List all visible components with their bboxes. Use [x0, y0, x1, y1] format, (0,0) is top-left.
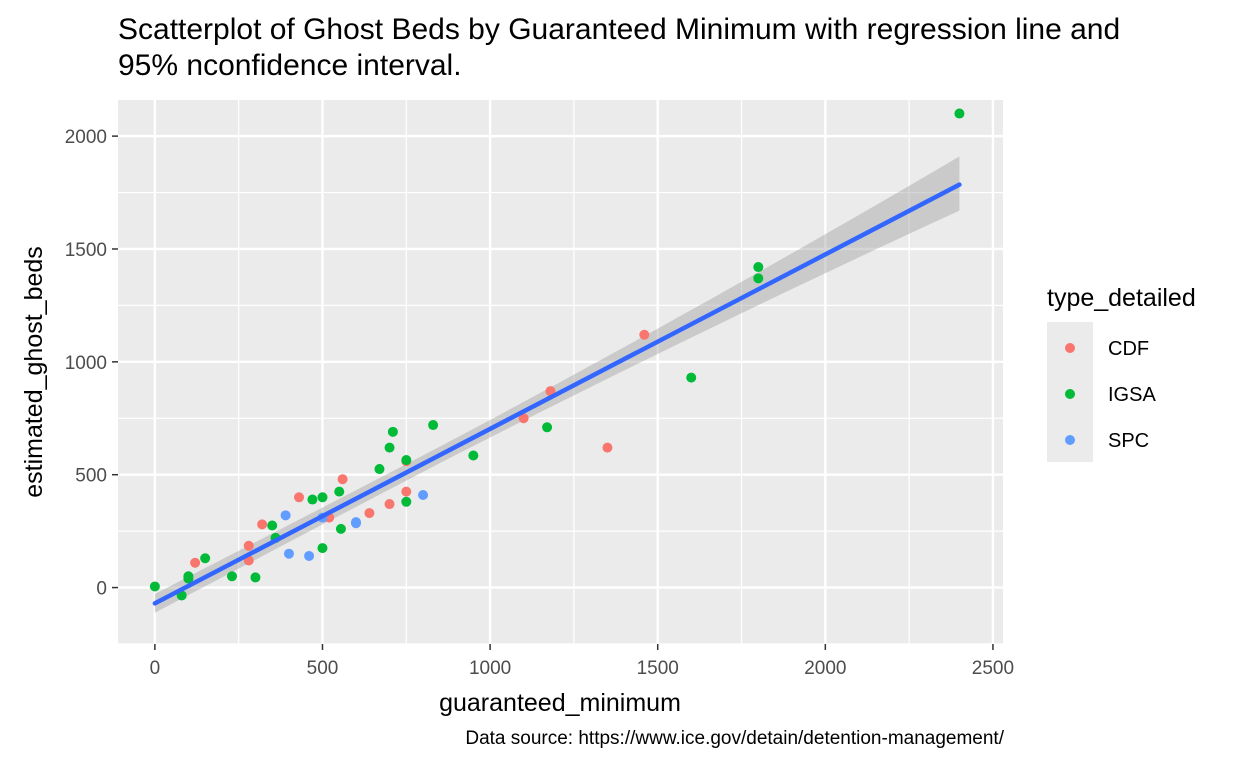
- x-tick-label: 2500: [972, 658, 1014, 679]
- x-axis-ticks: 0 500 1000 1500 2000 2500: [150, 644, 1014, 679]
- data-point-spc: [283, 548, 294, 559]
- y-tick-label: 2000: [65, 127, 107, 148]
- data-point-cdf: [639, 329, 650, 340]
- data-point-igsa: [428, 420, 439, 431]
- regression-line: [152, 182, 962, 606]
- data-point-igsa: [200, 553, 211, 564]
- y-axis-label: estimated_ghost_beds: [20, 246, 48, 498]
- minor-gridlines: [118, 100, 1003, 645]
- legend-key-igsa: [1065, 389, 1075, 399]
- data-point-cdf: [294, 492, 305, 503]
- data-point-spc: [418, 490, 429, 501]
- data-point-igsa: [317, 543, 328, 554]
- data-point-igsa: [384, 442, 395, 453]
- data-point-cdf: [602, 442, 613, 453]
- data-point-igsa: [753, 262, 764, 273]
- data-point-igsa: [226, 571, 237, 582]
- regression-layer: [152, 182, 962, 606]
- x-tick-label: 0: [150, 658, 161, 679]
- x-tick-label: 1500: [637, 658, 679, 679]
- data-point-spc: [304, 550, 315, 561]
- data-point-cdf: [257, 519, 268, 530]
- data-point-igsa: [149, 581, 160, 592]
- data-point-igsa: [542, 422, 553, 433]
- data-point-cdf: [518, 413, 529, 424]
- data-point-igsa: [183, 573, 194, 584]
- x-axis-label: guaranteed_minimum: [439, 689, 681, 717]
- data-point-igsa: [387, 426, 398, 437]
- data-point-igsa: [374, 464, 385, 475]
- x-tick-label: 1000: [469, 658, 511, 679]
- data-point-igsa: [468, 450, 479, 461]
- major-gridlines: [118, 100, 1003, 644]
- data-point-spc: [280, 510, 291, 521]
- data-point-igsa: [753, 273, 764, 284]
- plot-panel: [118, 100, 1003, 644]
- data-point-igsa: [250, 572, 261, 583]
- legend-label-spc: SPC: [1108, 430, 1149, 452]
- legend-label-igsa: IGSA: [1108, 384, 1156, 406]
- y-tick-label: 1500: [65, 240, 107, 261]
- data-point-igsa: [317, 492, 328, 503]
- legend-title: type_detailed: [1047, 284, 1196, 312]
- data-point-igsa: [954, 108, 965, 119]
- data-point-igsa: [334, 486, 345, 497]
- data-point-igsa: [307, 494, 318, 505]
- y-axis-ticks: 0 500 1000 1500 2000: [65, 127, 118, 600]
- legend-key-cdf: [1065, 343, 1075, 353]
- data-point-spc: [351, 518, 362, 529]
- chart-title: Scatterplot of Ghost Beds by Guaranteed …: [118, 13, 1121, 82]
- data-point-cdf: [190, 557, 201, 568]
- data-point-cdf: [401, 486, 412, 497]
- data-source-caption: Data source: https://www.ice.gov/detain/…: [465, 728, 1004, 749]
- x-tick-label: 2000: [804, 658, 846, 679]
- points-layer: [149, 108, 965, 601]
- data-point-igsa: [335, 523, 346, 534]
- data-point-igsa: [686, 372, 697, 383]
- x-tick-label: 500: [307, 658, 339, 679]
- data-point-igsa: [401, 496, 412, 507]
- data-point-cdf: [337, 474, 348, 485]
- data-point-cdf: [384, 499, 395, 510]
- data-point-igsa: [267, 520, 278, 531]
- y-tick-label: 500: [75, 466, 107, 487]
- legend: CDF IGSA SPC: [1065, 338, 1156, 452]
- legend-label-cdf: CDF: [1108, 338, 1149, 360]
- legend-key-spc: [1065, 435, 1075, 445]
- data-point-cdf: [243, 540, 254, 551]
- data-point-cdf: [364, 508, 375, 519]
- y-tick-label: 1000: [65, 353, 107, 374]
- y-tick-label: 0: [96, 579, 107, 600]
- data-point-igsa: [401, 455, 412, 466]
